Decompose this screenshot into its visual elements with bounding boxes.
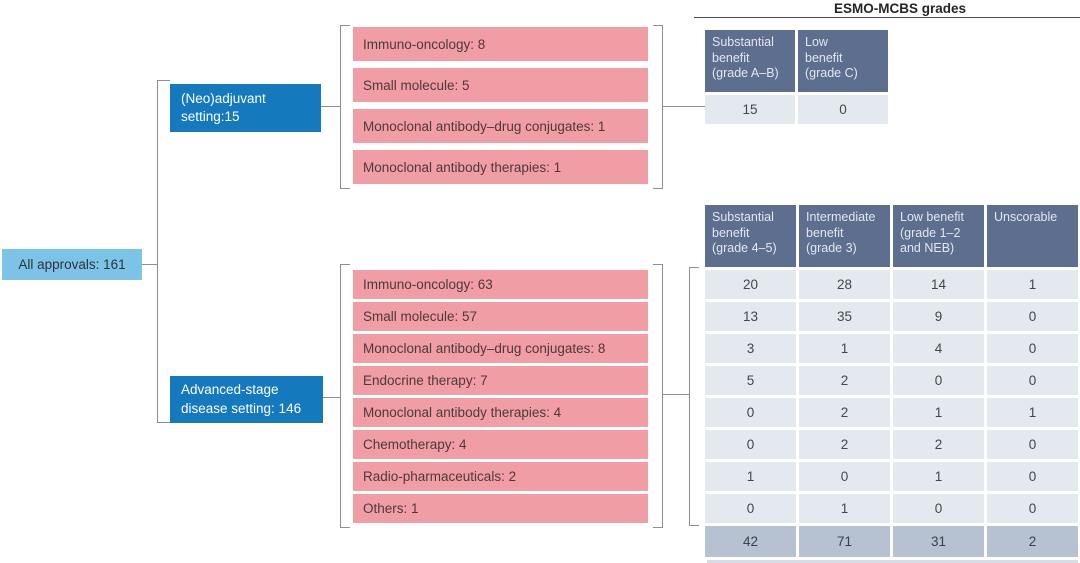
neoadjuvant-setting-box: (Neo)adjuvant setting:15 xyxy=(170,84,321,132)
esmo-value-cell: 0 xyxy=(798,95,888,124)
esmo-value-cell: 1 xyxy=(705,462,796,491)
esmo-value-cell: 0 xyxy=(987,494,1078,523)
therapy-box: Small molecule: 57 xyxy=(353,302,648,331)
esmo-total-cell: 42 xyxy=(705,526,796,557)
esmo-value-cell: 3 xyxy=(705,334,796,363)
esmo-total-cell: 2 xyxy=(987,526,1078,557)
esmo-header-cell: Low benefit (grade C) xyxy=(798,30,888,92)
therapy-box: Monoclonal antibody therapies: 4 xyxy=(353,398,648,427)
esmo-value-cell: 1 xyxy=(799,494,890,523)
esmo-grades-title: ESMO-MCBS grades xyxy=(833,1,967,16)
therapy-box: Monoclonal antibody therapies: 1 xyxy=(353,150,648,184)
esmo-value-cell: 2 xyxy=(799,430,890,459)
esmo-value-cell: 13 xyxy=(705,302,796,331)
table-rows-bracket xyxy=(689,267,699,526)
esmo-header-cell: Low benefit (grade 1–2 and NEB) xyxy=(893,205,984,267)
esmo-value-cell: 14 xyxy=(893,270,984,299)
therapy-box: Others: 1 xyxy=(353,494,648,523)
esmo-value-cell: 5 xyxy=(705,366,796,395)
esmo-header-cell: Substantial benefit (grade 4–5) xyxy=(705,205,796,267)
neoadjuvant-group-bracket-right xyxy=(653,25,663,189)
esmo-value-cell: 0 xyxy=(893,494,984,523)
root-connector xyxy=(142,264,157,265)
advanced-group-bracket-right xyxy=(653,264,663,528)
esmo-value-cell: 20 xyxy=(705,270,796,299)
esmo-value-cell: 0 xyxy=(987,430,1078,459)
esmo-value-cell: 1 xyxy=(893,462,984,491)
advanced-therapy-group: Immuno-oncology: 63 Small molecule: 57 M… xyxy=(353,270,648,523)
all-approvals-box: All approvals: 161 xyxy=(2,249,142,280)
esmo-value-cell: 1 xyxy=(893,398,984,427)
neoadjuvant-table-connector xyxy=(662,106,705,107)
esmo-header-cell: Intermediate benefit (grade 3) xyxy=(799,205,890,267)
esmo-value-cell: 0 xyxy=(705,398,796,427)
esmo-value-cell: 2 xyxy=(799,366,890,395)
esmo-value-cell: 0 xyxy=(987,334,1078,363)
therapy-box: Monoclonal antibody–drug conjugates: 1 xyxy=(353,109,648,143)
neoadjuvant-group-bracket-left xyxy=(340,25,350,189)
esmo-value-cell: 2 xyxy=(893,430,984,459)
neoadjuvant-connector xyxy=(321,106,340,107)
esmo-header-cell: Unscorable xyxy=(987,205,1078,267)
therapy-box: Small molecule: 5 xyxy=(353,68,648,102)
advanced-group-bracket-left xyxy=(340,264,350,528)
esmo-value-cell: 1 xyxy=(987,398,1078,427)
esmo-value-cell: 0 xyxy=(799,462,890,491)
esmo-value-cell: 0 xyxy=(705,494,796,523)
esmo-value-cell: 35 xyxy=(799,302,890,331)
esmo-value-cell: 1 xyxy=(987,270,1078,299)
title-rule xyxy=(694,17,1080,18)
esmo-value-cell: 2 xyxy=(799,398,890,427)
esmo-value-cell: 4 xyxy=(893,334,984,363)
esmo-value-cell: 0 xyxy=(987,302,1078,331)
root-bracket xyxy=(157,80,170,423)
therapy-box: Immuno-oncology: 8 xyxy=(353,27,648,61)
esmo-value-cell: 0 xyxy=(987,462,1078,491)
esmo-value-cell: 9 xyxy=(893,302,984,331)
neoadjuvant-therapy-group: Immuno-oncology: 8 Small molecule: 5 Mon… xyxy=(353,27,648,184)
neoadjuvant-esmo-table: Substantial benefit (grade A–B) Low bene… xyxy=(705,30,888,124)
therapy-box: Monoclonal antibody–drug conjugates: 8 xyxy=(353,334,648,363)
esmo-total-cell: 71 xyxy=(799,526,890,557)
advanced-table-connector xyxy=(662,394,689,395)
therapy-box: Endocrine therapy: 7 xyxy=(353,366,648,395)
therapy-box: Immuno-oncology: 63 xyxy=(353,270,648,299)
table-bottom-shadow xyxy=(707,560,1078,563)
esmo-value-cell: 15 xyxy=(705,95,795,124)
advanced-connector xyxy=(323,397,340,398)
esmo-value-cell: 0 xyxy=(987,366,1078,395)
therapy-box: Chemotherapy: 4 xyxy=(353,430,648,459)
therapy-box: Radio-pharmaceuticals: 2 xyxy=(353,462,648,491)
esmo-value-cell: 0 xyxy=(705,430,796,459)
esmo-value-cell: 28 xyxy=(799,270,890,299)
esmo-header-cell: Substantial benefit (grade A–B) xyxy=(705,30,795,92)
advanced-esmo-table: Substantial benefit (grade 4–5) Intermed… xyxy=(705,205,1078,557)
esmo-total-cell: 31 xyxy=(893,526,984,557)
advanced-setting-box: Advanced-stage disease setting: 146 xyxy=(170,376,323,423)
esmo-value-cell: 0 xyxy=(893,366,984,395)
esmo-value-cell: 1 xyxy=(799,334,890,363)
